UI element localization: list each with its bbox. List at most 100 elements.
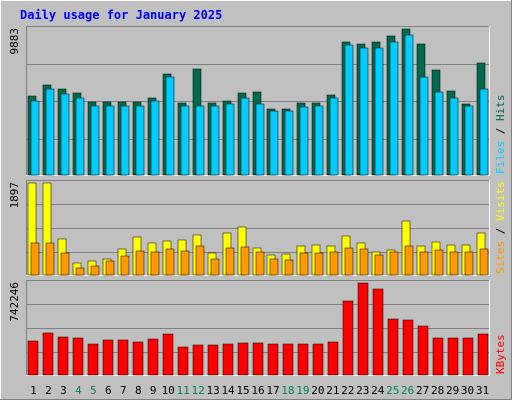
bar-sites-day-17 <box>269 258 279 276</box>
bar-sites-day-31 <box>479 248 489 276</box>
bar-kbytes-day-14 <box>222 343 234 376</box>
bar-files-day-2 <box>45 88 55 176</box>
panel-kbytes: 742246 KBytes <box>8 280 507 376</box>
x-tick-label-day-1: 1 <box>30 384 37 397</box>
x-tick-label-day-28: 28 <box>431 384 444 397</box>
bar-sites-day-19 <box>299 252 309 276</box>
bar-kbytes-day-18 <box>282 343 294 376</box>
bar-kbytes-day-30 <box>462 337 474 376</box>
x-tick-label-day-30: 30 <box>461 384 474 397</box>
bar-kbytes-day-24 <box>372 288 384 376</box>
bar-files-day-9 <box>150 100 160 176</box>
bar-files-day-4 <box>75 97 85 176</box>
bar-sites-day-23 <box>359 248 369 276</box>
bar-sites-day-7 <box>120 255 130 276</box>
bar-kbytes-day-27 <box>417 325 429 376</box>
bar-kbytes-day-17 <box>267 343 279 376</box>
panel-legend: Files / Hits <box>494 95 507 175</box>
x-tick-label-day-16: 16 <box>251 384 264 397</box>
bar-kbytes-day-16 <box>252 342 264 376</box>
bar-kbytes-day-21 <box>327 341 339 376</box>
bar-sites-day-20 <box>314 252 324 276</box>
legend-separator: / <box>494 221 507 241</box>
bar-files-day-14 <box>225 103 235 176</box>
bar-files-day-23 <box>359 47 369 176</box>
x-tick-label-day-15: 15 <box>236 384 249 397</box>
x-axis-labels: 1 2 3 4 5 6 7 8 9 10 11 12 13 14 15 16 17 18 19 20 21 22 23 24 2… <box>30 384 489 397</box>
x-tick-label-day-22: 22 <box>341 384 354 397</box>
bar-sites-day-13 <box>210 258 220 276</box>
bar-kbytes-day-7 <box>117 339 129 376</box>
bar-sites-day-5 <box>90 265 100 276</box>
bar-kbytes-day-9 <box>147 338 159 376</box>
legend-kbytes: KBytes <box>494 334 507 374</box>
x-tick-label-day-2: 2 <box>45 384 52 397</box>
bar-kbytes-day-23 <box>357 282 369 376</box>
bar-sites-day-29 <box>449 251 459 276</box>
bar-files-day-25 <box>389 41 399 176</box>
bar-files-day-16 <box>255 103 265 176</box>
panel-max-label: 9883 <box>8 28 21 55</box>
bar-files-day-21 <box>329 97 339 176</box>
bar-files-day-13 <box>210 105 220 176</box>
bar-files-day-24 <box>374 47 384 176</box>
x-tick-label-day-31: 31 <box>476 384 489 397</box>
legend-files: Files <box>494 141 507 174</box>
bar-files-day-29 <box>449 97 459 176</box>
bar-files-day-27 <box>419 76 429 176</box>
x-tick-label-day-29: 29 <box>446 384 459 397</box>
bar-files-day-5 <box>90 105 100 176</box>
panel-hits-files-pages: 9883 Files / Hits <box>8 26 507 176</box>
bar-kbytes-day-8 <box>132 341 144 376</box>
legend-separator: / <box>494 121 507 141</box>
x-tick-label-day-5: 5 <box>90 384 97 397</box>
bar-kbytes-day-19 <box>297 343 309 376</box>
bar-sites-day-15 <box>240 246 250 276</box>
bar-files-day-3 <box>60 93 70 176</box>
bar-kbytes-day-2 <box>42 332 54 376</box>
panel-max-label: 1897 <box>8 182 21 209</box>
x-tick-label-day-6: 6 <box>105 384 112 397</box>
bar-files-day-26 <box>404 34 414 176</box>
bar-sites-day-10 <box>165 248 175 276</box>
bar-sites-day-30 <box>464 251 474 276</box>
x-tick-label-day-25: 25 <box>386 384 399 397</box>
x-tick-label-day-11: 11 <box>177 384 190 397</box>
x-tick-label-day-17: 17 <box>266 384 279 397</box>
x-tick-label-day-23: 23 <box>356 384 369 397</box>
x-tick-label-day-8: 8 <box>135 384 142 397</box>
bar-kbytes-day-29 <box>447 337 459 376</box>
bar-sites-day-21 <box>329 251 339 276</box>
x-tick-label-day-13: 13 <box>206 384 219 397</box>
x-tick-label-day-20: 20 <box>311 384 324 397</box>
x-tick-label-day-14: 14 <box>221 384 235 397</box>
bar-kbytes-day-31 <box>477 333 489 376</box>
bar-kbytes-day-25 <box>387 318 399 376</box>
bar-sites-day-3 <box>60 252 70 276</box>
bar-sites-day-11 <box>180 250 190 276</box>
x-tick-label-day-19: 19 <box>296 384 309 397</box>
bar-kbytes-day-1 <box>27 340 39 376</box>
bar-kbytes-day-4 <box>72 337 84 376</box>
bar-kbytes-day-13 <box>207 344 219 376</box>
bar-files-day-7 <box>120 105 130 176</box>
bar-kbytes-day-10 <box>162 333 174 376</box>
x-tick-label-day-27: 27 <box>416 384 429 397</box>
bar-kbytes-day-15 <box>237 342 249 376</box>
bar-sites-day-6 <box>105 260 115 276</box>
bar-sites-day-28 <box>434 249 444 276</box>
bar-files-day-22 <box>344 44 354 176</box>
legend-visits: Visits <box>494 181 507 221</box>
legend-hits: Hits <box>494 95 507 122</box>
x-tick-label-day-24: 24 <box>371 384 385 397</box>
x-tick-label-day-7: 7 <box>120 384 127 397</box>
x-tick-label-day-18: 18 <box>281 384 294 397</box>
bar-kbytes-day-26 <box>402 319 414 376</box>
panel-max-label: 742246 <box>8 282 21 322</box>
bar-sites-day-18 <box>284 259 294 276</box>
panel-visits-sites: 1897 Sites / Visits <box>8 180 507 276</box>
x-tick-label-day-26: 26 <box>401 384 414 397</box>
legend-sites: Sites <box>494 241 507 274</box>
chart-panels: 9883 Files / Hits 1897 Sites / Visits 742246… <box>8 26 507 376</box>
